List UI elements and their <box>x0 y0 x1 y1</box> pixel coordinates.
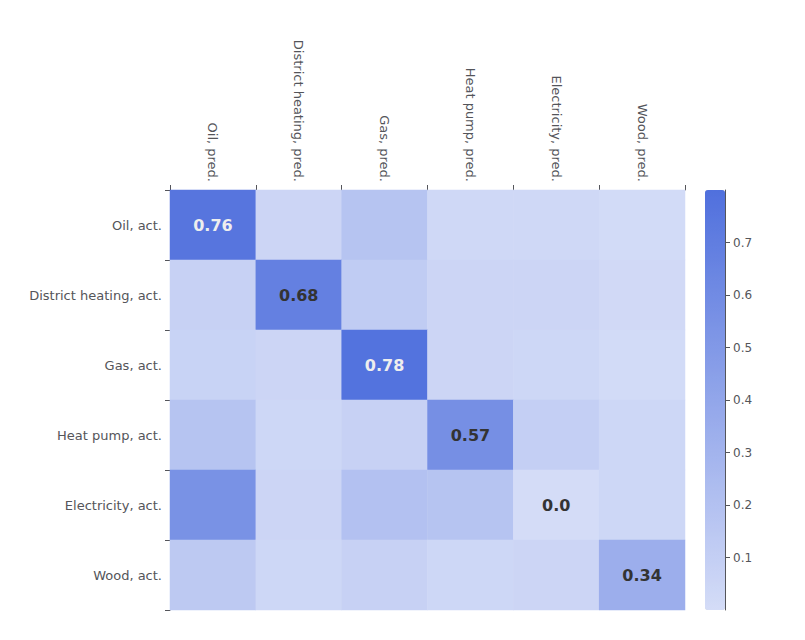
svg-text:Gas, act.: Gas, act. <box>105 358 162 373</box>
svg-text:0.68: 0.68 <box>279 286 318 305</box>
svg-text:Wood, pred.: Wood, pred. <box>635 104 650 182</box>
svg-text:District heating, act.: District heating, act. <box>29 288 162 303</box>
svg-text:Oil, act.: Oil, act. <box>112 218 162 233</box>
svg-text:Electricity, act.: Electricity, act. <box>65 498 162 513</box>
svg-text:0.2: 0.2 <box>733 498 752 512</box>
svg-text:0.78: 0.78 <box>365 356 404 375</box>
svg-text:Heat pump, act.: Heat pump, act. <box>57 428 162 443</box>
svg-text:Electricity, pred.: Electricity, pred. <box>549 75 564 182</box>
svg-text:0.76: 0.76 <box>193 216 232 235</box>
svg-text:0.4: 0.4 <box>733 393 752 407</box>
svg-text:Wood, act.: Wood, act. <box>93 568 162 583</box>
svg-text:0.1: 0.1 <box>733 551 752 565</box>
svg-text:District heating, pred.: District heating, pred. <box>291 40 306 182</box>
svg-text:0.7: 0.7 <box>733 236 752 250</box>
svg-text:0.57: 0.57 <box>451 426 490 445</box>
svg-text:Gas, pred.: Gas, pred. <box>377 115 392 182</box>
svg-text:Oil, pred.: Oil, pred. <box>205 123 220 182</box>
svg-text:0.0: 0.0 <box>542 496 570 515</box>
svg-text:0.3: 0.3 <box>733 446 752 460</box>
svg-text:Heat pump, pred.: Heat pump, pred. <box>463 68 478 182</box>
svg-text:0.34: 0.34 <box>622 566 661 585</box>
svg-text:0.5: 0.5 <box>733 341 752 355</box>
svg-text:0.6: 0.6 <box>733 288 752 302</box>
